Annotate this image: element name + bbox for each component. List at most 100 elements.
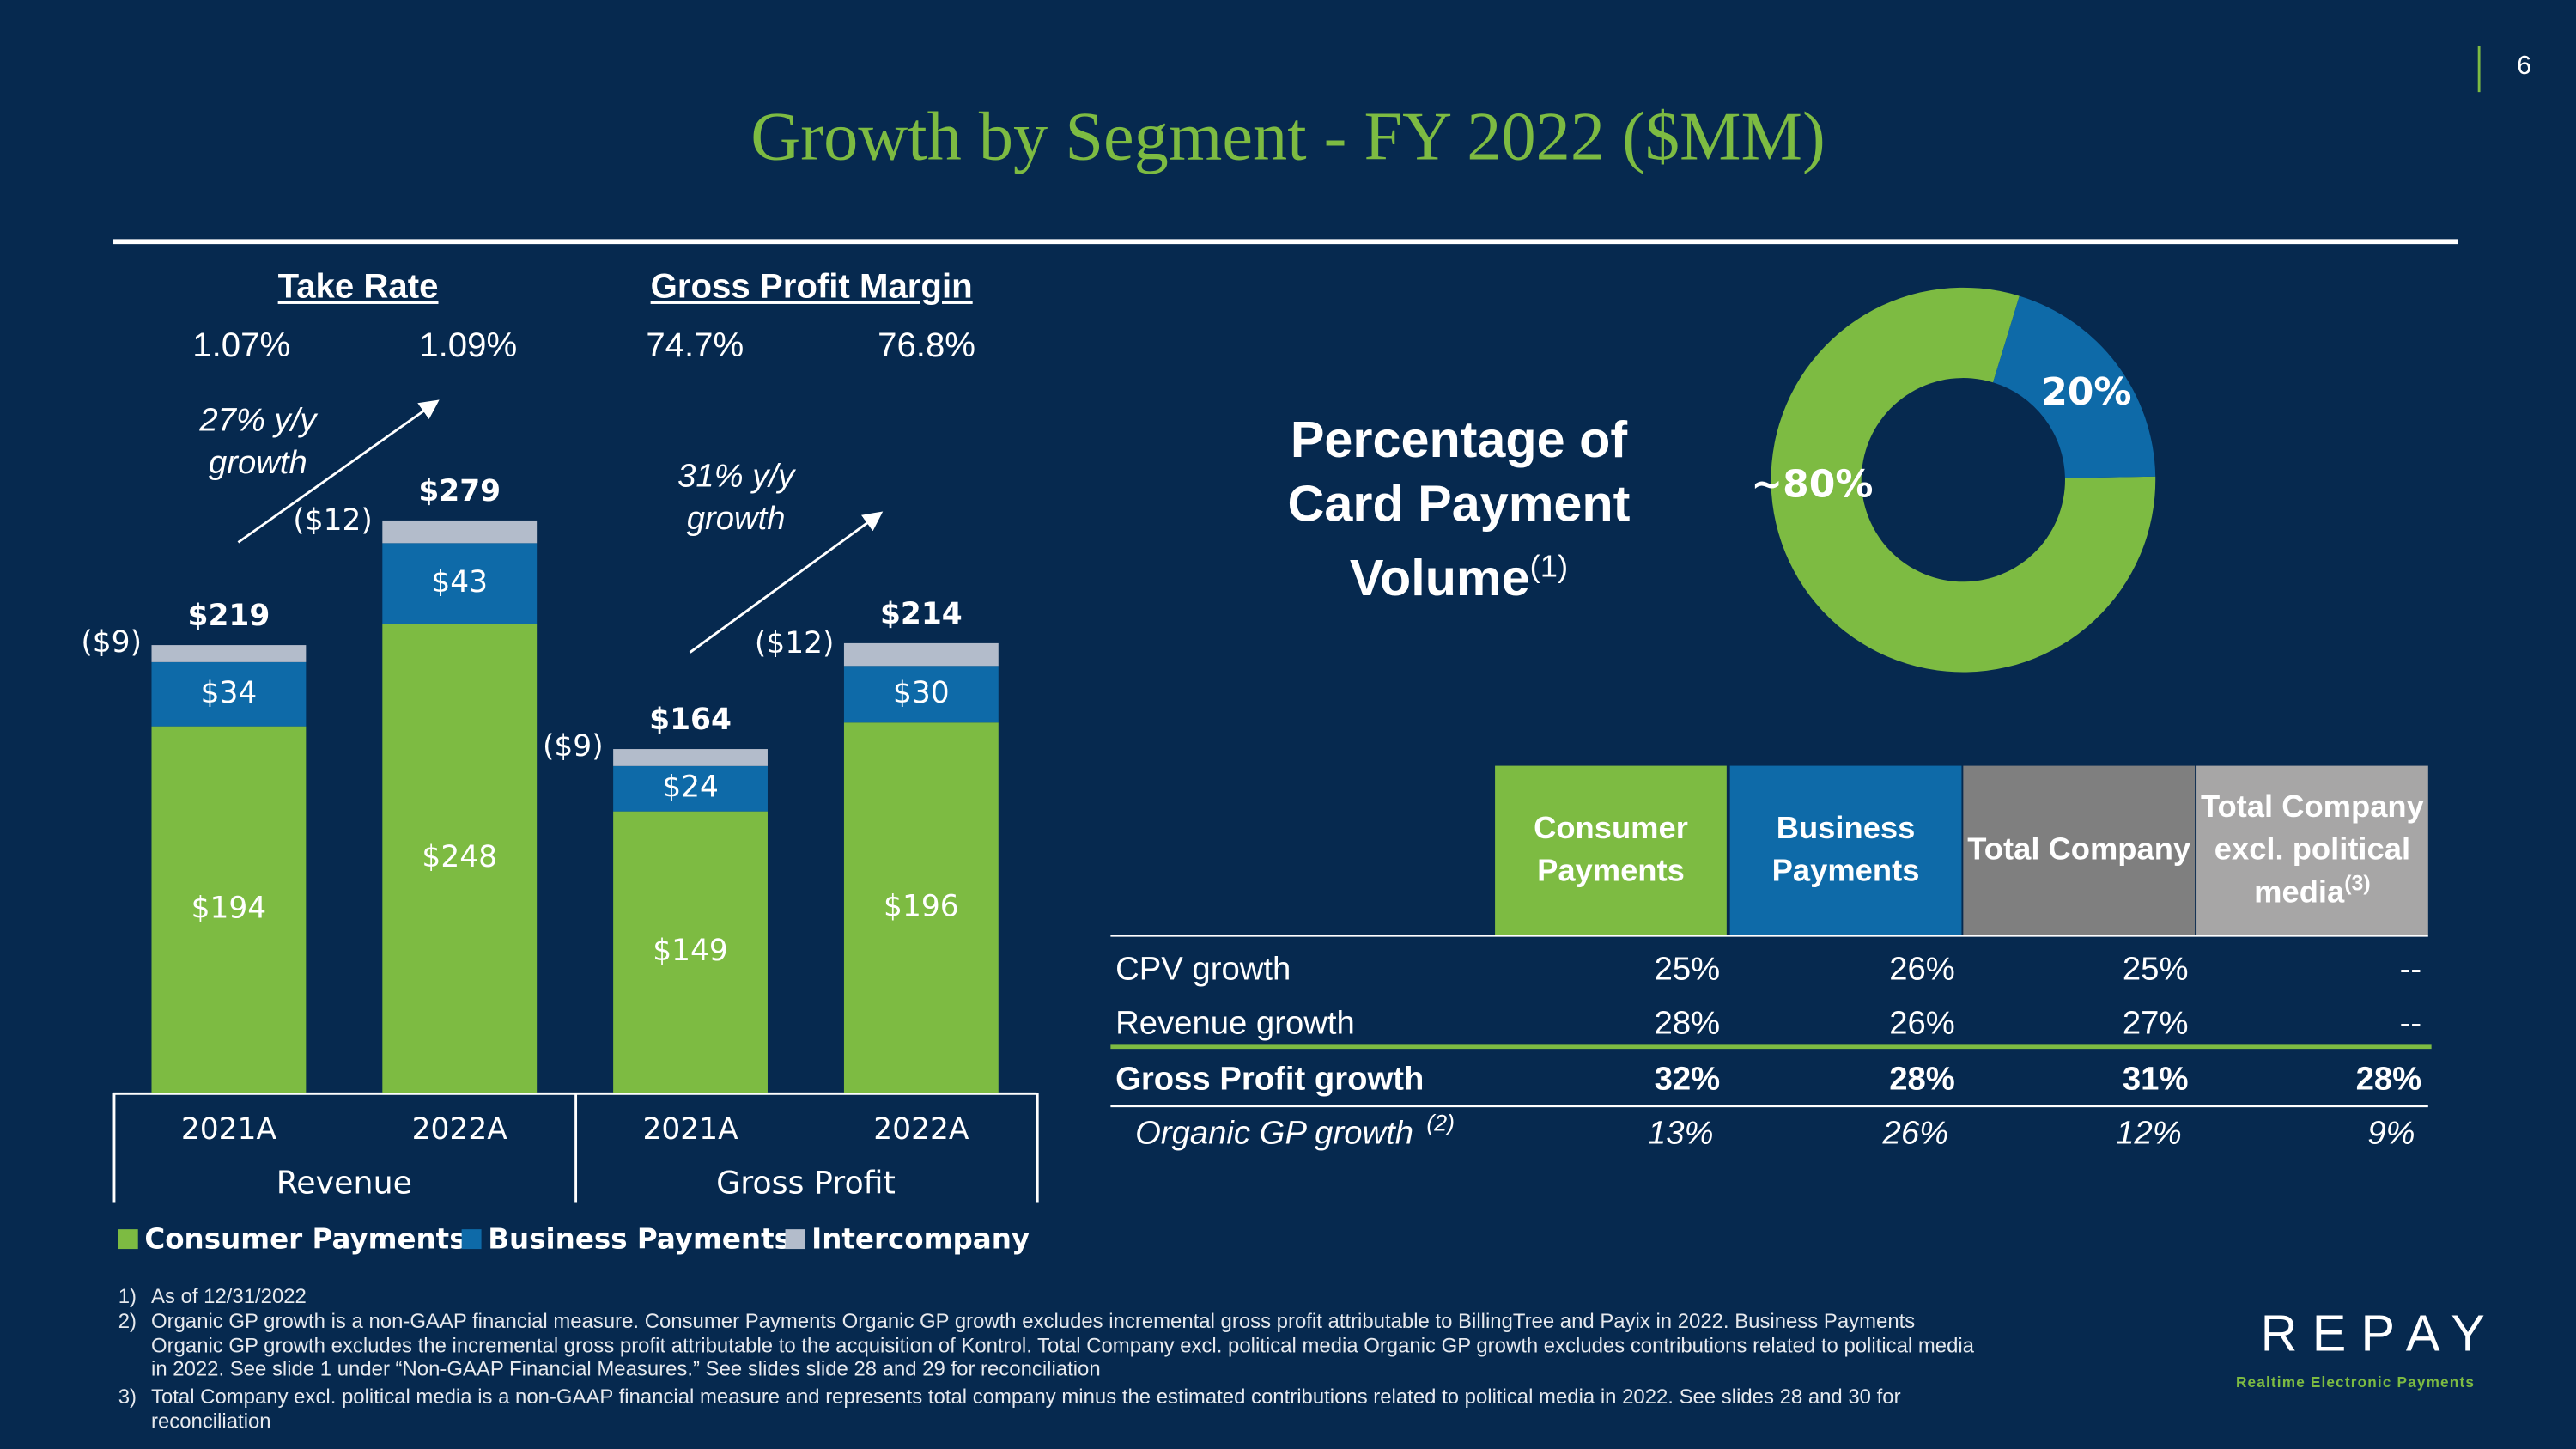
row-label: Revenue growth — [1115, 1002, 1355, 1045]
total-label: $164 — [649, 703, 732, 737]
table-cell: 25% — [1654, 951, 1721, 988]
table-header-label: Total Company excl. political media — [2200, 789, 2424, 910]
value-label: $34 — [201, 676, 258, 710]
x-tick-label: 2022A — [873, 1112, 969, 1147]
metric-value: 76.8% — [878, 326, 976, 365]
total-label: $279 — [418, 474, 501, 508]
row-label-text: Gross Profit growth — [1115, 1061, 1425, 1099]
growth-arrow — [689, 511, 884, 654]
page-number: 6 — [2517, 52, 2532, 81]
table-header-text: Total Company excl. political media(3) — [2196, 786, 2428, 914]
table-cell: 31% — [2122, 1061, 2189, 1099]
value-label: ($9) — [81, 625, 142, 660]
footnote-text: Total Company excl. political media is a… — [151, 1385, 1901, 1433]
value-label: $30 — [893, 676, 950, 710]
table-cell: 28% — [2355, 1061, 2422, 1099]
table-cell: 26% — [1889, 1005, 1955, 1043]
group-label: Revenue — [276, 1164, 412, 1201]
bar-segment — [613, 811, 768, 1093]
table-cell: 32% — [1654, 1061, 1721, 1099]
logo-tagline: Realtime Electronic Payments — [2235, 1373, 2476, 1391]
table-header-text: Total Company — [1967, 829, 2190, 872]
bar-segment — [382, 543, 538, 624]
pie-label: ~80% — [1751, 462, 1873, 506]
footnote-text: As of 12/31/2022 — [151, 1285, 307, 1308]
legend-swatch — [118, 1229, 138, 1250]
value-label: ($12) — [755, 626, 835, 661]
table-cell: -- — [2399, 1005, 2422, 1043]
table-cell: 28% — [1654, 1005, 1721, 1043]
growth-annotation: 31% y/y growth — [677, 458, 795, 538]
logo: REPAY — [2260, 1305, 2500, 1363]
total-label: $219 — [188, 599, 270, 633]
pie-title: Percentage of Card Payment Volume(1) — [1245, 407, 1672, 610]
bar-segment — [382, 624, 538, 1093]
value-label: $43 — [431, 565, 488, 600]
table-header: Total Company excl. political media(3) — [2196, 765, 2428, 935]
footnote-ref: (2) — [1426, 1110, 1455, 1136]
legend-label: Business Payments — [488, 1223, 791, 1256]
row-label: CPV growth — [1115, 948, 1291, 991]
row-label: Gross Profit growth — [1115, 1058, 1424, 1101]
metric-title: Take Rate — [277, 267, 439, 306]
metric-value: 1.09% — [419, 326, 518, 365]
value-label: ($12) — [293, 503, 373, 538]
growth-arrow — [237, 399, 440, 544]
table-header-text: Business Payments — [1730, 807, 1962, 892]
table-cell: 26% — [1882, 1116, 1949, 1153]
table-cell: 12% — [2116, 1116, 2182, 1153]
bar-segment — [151, 645, 307, 662]
footnote: 3) Total Company excl. political media is… — [118, 1385, 1975, 1433]
footnote: 2) Organic GP growth is a non-GAAP financ… — [118, 1310, 1975, 1381]
value-label: $196 — [884, 889, 959, 923]
table-cell: 13% — [1647, 1116, 1714, 1153]
table-header: Business Payments — [1729, 765, 1962, 935]
metric-title: Gross Profit Margin — [650, 267, 973, 306]
table-header: Consumer Payments — [1495, 765, 1727, 935]
x-tick-label: 2021A — [181, 1112, 277, 1147]
bar-segment — [151, 726, 307, 1093]
x-tick-label: 2022A — [412, 1112, 508, 1147]
footnote-number: 1) — [118, 1285, 137, 1308]
table-header-label: Total Company — [1967, 832, 2191, 868]
legend-label: Consumer Payments — [144, 1223, 465, 1256]
bar-segment — [613, 749, 768, 766]
growth-annotation: 27% y/y growth — [199, 402, 317, 482]
table-header-text: Consumer Payments — [1495, 807, 1727, 892]
footnote: 1) As of 12/31/2022 — [118, 1285, 1975, 1309]
table-header: Total Company — [1963, 765, 2196, 935]
pie-slice — [1771, 287, 2156, 673]
table-cell: 28% — [1889, 1061, 1955, 1099]
bar-segment — [843, 666, 999, 723]
x-tick-label: 2021A — [642, 1112, 738, 1147]
value-label: ($9) — [543, 729, 604, 764]
bar-segment — [843, 642, 999, 667]
footnote-number: 2) — [118, 1309, 137, 1333]
row-label: Organic GP growth (2) — [1135, 1110, 1455, 1155]
value-label: $149 — [653, 934, 728, 968]
pie-slice — [1993, 295, 2156, 478]
row-label-text: CPV growth — [1115, 951, 1291, 988]
table-header-label: Consumer Payments — [1534, 811, 1688, 889]
value-label: $194 — [191, 891, 267, 925]
value-label: $24 — [662, 770, 719, 805]
group-label: Gross Profit — [716, 1164, 896, 1201]
bar-segment — [151, 661, 307, 727]
pie-title-text: Percentage of Card Payment Volume — [1287, 411, 1631, 607]
legend-swatch — [461, 1229, 482, 1250]
table-cell: 26% — [1889, 951, 1955, 988]
table-cell: 25% — [2122, 951, 2189, 988]
pie-label: 20% — [2041, 370, 2131, 414]
table-header-label: Business Payments — [1771, 811, 1920, 889]
bar-segment — [382, 520, 538, 544]
table-cell: 9% — [2367, 1116, 2415, 1153]
footnote-ref: (1) — [1529, 550, 1569, 586]
bar-segment — [843, 722, 999, 1093]
bar-segment — [613, 765, 768, 812]
footnote-text: Organic GP growth is a non-GAAP financia… — [151, 1309, 1975, 1381]
metric-value: 74.7% — [646, 326, 744, 365]
table-cell: -- — [2399, 951, 2422, 988]
total-label: $214 — [880, 597, 963, 631]
legend-label: Intercompany — [811, 1223, 1030, 1256]
